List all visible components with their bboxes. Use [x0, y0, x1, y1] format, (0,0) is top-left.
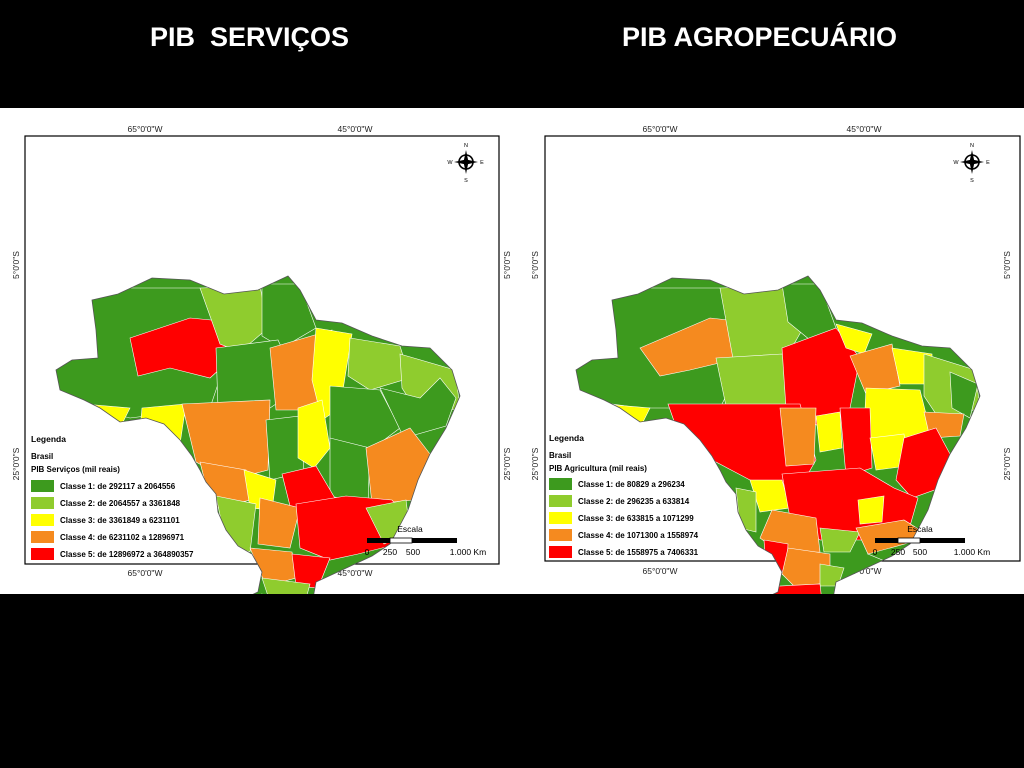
compass-s: S: [970, 178, 974, 184]
legend-swatch-class-5: [549, 546, 572, 558]
legend-subtitle: PIB Agricultura (mil reais): [549, 464, 647, 473]
compass-s: S: [464, 178, 468, 184]
scale-tick-1000: 1.000 Km: [450, 547, 486, 557]
legend-swatch-class-1: [31, 480, 54, 492]
scale-tick-0: 0: [873, 547, 878, 557]
scale-bar: Escala 0 250 500 1.000 Km: [873, 524, 991, 557]
graticule-top-45w: 45°0'0"W: [338, 124, 373, 134]
map-panel-servicos: 65°0'0"W 45°0'0"W 65°0'0"W 45°0'0"W 5°0'…: [11, 124, 512, 594]
region-tocantins: [297, 399, 331, 469]
legend-label-class-1: Classe 1: de 292117 a 2064556: [60, 482, 176, 491]
graticule-right-5s: 5°0'0"S: [1002, 251, 1012, 279]
legend-label-class-3: Classe 3: de 3361849 a 6231101: [60, 516, 180, 525]
region-santa-catarina: [261, 577, 311, 594]
legend-label-class-5: Classe 5: de 12896972 a 364890357: [60, 550, 194, 559]
compass-w: W: [447, 160, 453, 166]
graticule-bottom-45w: 45°0'0"W: [338, 568, 373, 578]
legend-label-class-1: Classe 1: de 80829 a 296234: [578, 480, 685, 489]
legend-swatch-class-2: [549, 495, 572, 507]
scale-tick-1000: 1.000 Km: [954, 547, 990, 557]
legend-label-class-4: Classe 4: de 1071300 a 1558974: [578, 531, 699, 540]
region-tocantins: [815, 411, 843, 453]
graticule-top-65w: 65°0'0"W: [643, 124, 678, 134]
legend-title: Legenda: [31, 434, 66, 444]
region-maranhao: [849, 343, 901, 395]
scale-tick-250: 250: [383, 547, 397, 557]
graticule-bottom-65w: 65°0'0"W: [128, 568, 163, 578]
map-panel-agropecuario: 65°0'0"W 45°0'0"W 65°0'0"W 45°0'0"W 5°0'…: [530, 124, 1021, 594]
graticule-left-25s: 25°0'0"S: [530, 447, 540, 480]
graticule-left-25s: 25°0'0"S: [11, 447, 21, 480]
compass-rose: N S E W: [447, 143, 484, 184]
region-sp-west: [257, 497, 301, 549]
graticule-bottom-45w: 45°0'0"W: [847, 566, 882, 576]
scale-tick-500: 500: [913, 547, 927, 557]
legend-swatch-class-2: [31, 497, 54, 509]
legend: Legenda Brasil PIB Serviços (mil reais) …: [31, 434, 194, 560]
legend-label-class-2: Classe 2: de 296235 a 633814: [578, 497, 690, 506]
region-rio-grande-do-sul: [741, 583, 825, 594]
region-maranhao: [347, 337, 411, 391]
compass-w: W: [953, 160, 959, 166]
graticule-top-65w: 65°0'0"W: [128, 124, 163, 134]
legend-layer: Brasil: [549, 451, 571, 460]
graticule-left-5s: 5°0'0"S: [11, 251, 21, 279]
legend-swatch-class-3: [549, 512, 572, 524]
scale-tick-500: 500: [406, 547, 420, 557]
region-parana-coast: [819, 563, 845, 587]
graticule-right-5s: 5°0'0"S: [502, 251, 512, 279]
legend-label-class-5: Classe 5: de 1558975 a 7406331: [578, 548, 699, 557]
region-minas-yellow: [857, 495, 885, 525]
slide-title-right: PIB AGROPECUÁRIO: [622, 22, 898, 52]
region-sp-green: [819, 527, 861, 553]
compass-n: N: [970, 143, 974, 149]
compass-e: E: [480, 160, 484, 166]
graticule-right-25s: 25°0'0"S: [1002, 447, 1012, 480]
legend: Legenda Brasil PIB Agricultura (mil reai…: [549, 433, 699, 558]
slide-title-left: PIB SERVIÇOS: [150, 22, 350, 52]
legend-label-class-2: Classe 2: de 2064557 a 3361848: [60, 499, 181, 508]
legend-swatch-class-3: [31, 514, 54, 526]
legend-swatch-class-4: [31, 531, 54, 543]
legend-label-class-4: Classe 4: de 6231102 a 12896971: [60, 533, 185, 542]
scale-tick-250: 250: [891, 547, 905, 557]
legend-subtitle: PIB Serviços (mil reais): [31, 465, 120, 474]
legend-label-class-3: Classe 3: de 633815 a 1071299: [578, 514, 694, 523]
graticule-bottom-65w: 65°0'0"W: [643, 566, 678, 576]
legend-swatch-class-4: [549, 529, 572, 541]
graticule-left-5s: 5°0'0"S: [530, 251, 540, 279]
region-amapa: [261, 283, 317, 349]
scale-title: Escala: [397, 524, 423, 534]
region-tocantins-east: [839, 407, 873, 477]
compass-rose: N S E W: [953, 143, 990, 184]
scale-bar: Escala 0 250 500 1.000 Km: [365, 524, 487, 557]
scale-tick-0: 0: [365, 547, 370, 557]
legend-layer: Brasil: [31, 452, 53, 461]
legend-swatch-class-1: [549, 478, 572, 490]
compass-n: N: [464, 143, 468, 149]
graticule-top-45w: 45°0'0"W: [847, 124, 882, 134]
legend-title: Legenda: [549, 433, 584, 443]
region-mt-orange: [779, 407, 817, 467]
legend-swatch-class-5: [31, 548, 54, 560]
region-bahia-west: [329, 437, 371, 505]
scale-title: Escala: [907, 524, 933, 534]
compass-e: E: [986, 160, 990, 166]
graticule-right-25s: 25°0'0"S: [502, 447, 512, 480]
